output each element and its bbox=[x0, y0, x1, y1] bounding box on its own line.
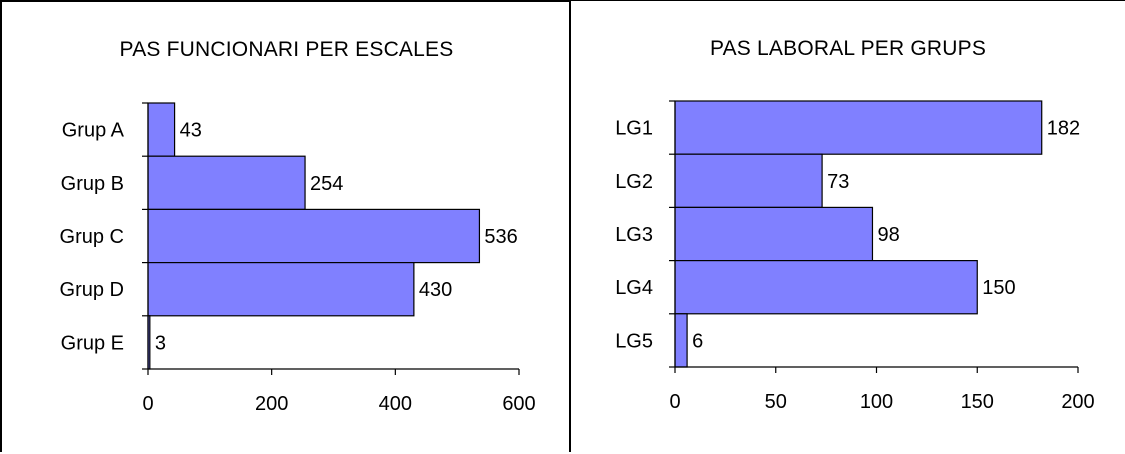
chart-title: PAS LABORAL PER GRUPS bbox=[709, 37, 987, 60]
category-label: LG4 bbox=[615, 277, 653, 299]
chart-panel-right: PAS LABORAL PER GRUPS LG1 182 LG2 73 LG3 98 LG… bbox=[569, 0, 1125, 452]
bar-lg2 bbox=[674, 153, 823, 208]
chart-title: PAS FUNCIONARI PER ESCALES bbox=[119, 38, 454, 61]
data-label: 73 bbox=[827, 171, 849, 193]
x-tick-label: 50 bbox=[765, 391, 787, 413]
category-label: Grup A bbox=[62, 120, 125, 142]
data-label: 6 bbox=[692, 330, 703, 352]
category-label: LG1 bbox=[615, 118, 653, 140]
x-tick-label: 0 bbox=[142, 393, 153, 415]
x-tick-label: 600 bbox=[502, 393, 535, 415]
category-label: Grup E bbox=[61, 332, 124, 354]
category-label: LG5 bbox=[615, 330, 653, 352]
bar-lg1 bbox=[674, 100, 1043, 155]
x-tick-label: 200 bbox=[255, 393, 288, 415]
data-label: 182 bbox=[1047, 118, 1080, 140]
data-label: 3 bbox=[155, 332, 166, 354]
bar-chart-funcionari: Grup A 43 Grup B 254 Grup C 536 Grup D 430 Grup … bbox=[60, 102, 536, 415]
x-tick-label: 0 bbox=[669, 391, 680, 413]
category-label: Grup C bbox=[60, 226, 124, 248]
bar-grup-c bbox=[147, 208, 481, 264]
x-tick-label: 150 bbox=[961, 391, 994, 413]
data-label: 536 bbox=[484, 226, 517, 248]
chart-panel-left: PAS FUNCIONARI PER ESCALES Grup A 43 Grup … bbox=[0, 0, 571, 452]
data-label: 430 bbox=[419, 279, 452, 301]
data-label: 43 bbox=[180, 120, 202, 142]
category-label: LG3 bbox=[615, 224, 653, 246]
bar-chart-laboral: LG1 182 LG2 73 LG3 98 LG4 150 LG5 6 0 50 100 150 200 bbox=[615, 100, 1095, 413]
category-label: Grup D bbox=[60, 279, 124, 301]
data-label: 98 bbox=[877, 224, 899, 246]
bar-lg5 bbox=[674, 313, 688, 368]
x-tick-label: 200 bbox=[1061, 391, 1094, 413]
bar-lg4 bbox=[674, 260, 978, 315]
category-label: Grup B bbox=[61, 173, 124, 195]
category-label: LG2 bbox=[615, 171, 653, 193]
bar-lg3 bbox=[674, 206, 874, 262]
x-tick-label: 400 bbox=[379, 393, 412, 415]
data-label: 150 bbox=[982, 277, 1015, 299]
x-tick-label: 100 bbox=[860, 391, 893, 413]
bar-grup-b bbox=[147, 155, 306, 210]
data-label: 254 bbox=[310, 173, 343, 195]
bar-grup-a bbox=[147, 102, 176, 157]
bar-grup-d bbox=[147, 262, 415, 317]
